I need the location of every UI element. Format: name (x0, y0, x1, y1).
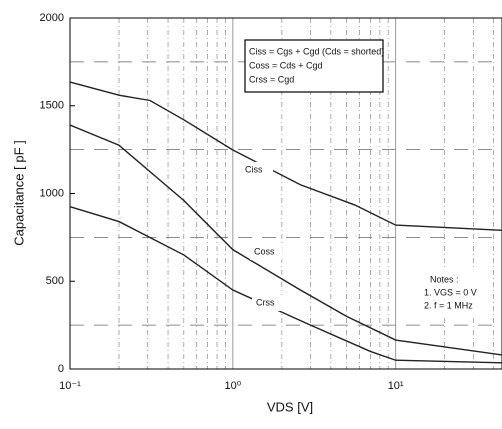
series-label: Ciss (245, 164, 263, 174)
formula: Crss = Cgd (249, 74, 294, 84)
formula: Ciss = Cgs + Cgd (Cds = shorted) (249, 46, 384, 56)
x-tick-label: 10⁻¹ (59, 380, 81, 392)
y-tick-label: 1000 (40, 187, 64, 199)
series-line (69, 81, 502, 232)
label-bg (250, 244, 282, 260)
y-tick-label: 0 (58, 363, 64, 375)
y-tick-label: 1500 (40, 100, 64, 112)
label-bg (241, 162, 273, 178)
y-axis-title: Capacitance [ pF ] (11, 140, 26, 246)
note: Notes : (430, 274, 459, 284)
series-label: Coss (254, 246, 275, 256)
label-bg (252, 295, 284, 311)
x-tick-label: 10⁰ (224, 380, 241, 392)
series-label: Crss (256, 297, 275, 307)
plot-frame (69, 17, 502, 370)
note: 2. f = 1 MHz (424, 300, 473, 310)
formula: Coss = Cds + Cgd (249, 60, 323, 70)
x-axis-title: VDS [V] (267, 399, 313, 414)
series-line (69, 124, 502, 356)
y-tick-label: 500 (46, 275, 64, 287)
formula-box (244, 39, 384, 93)
notes-bg (418, 270, 482, 318)
y-tick-label: 2000 (40, 12, 64, 24)
note: 1. VGS = 0 V (424, 287, 477, 297)
x-tick-label: 10¹ (388, 380, 404, 392)
